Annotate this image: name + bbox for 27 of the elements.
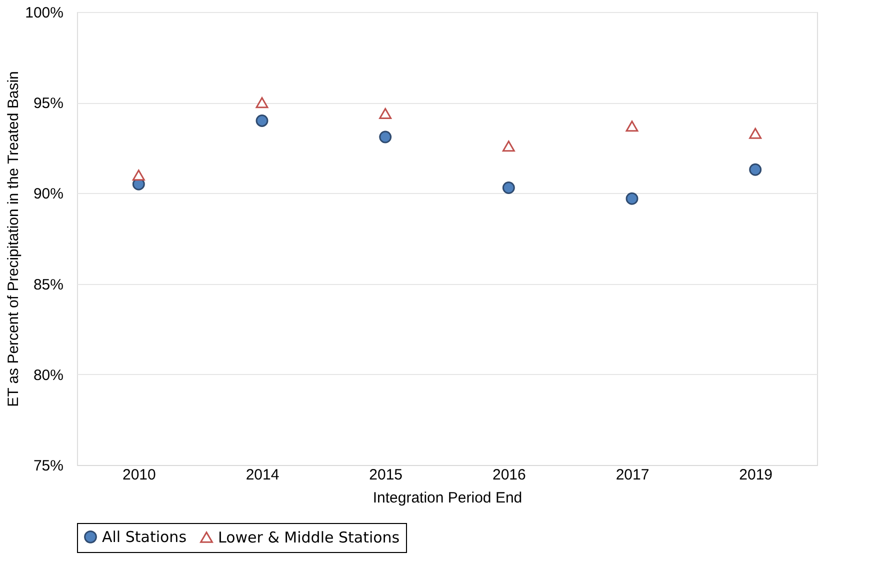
point bbox=[256, 97, 268, 108]
y-axis-title: ET as Percent of Precipitation in the Treated Basin bbox=[5, 71, 22, 407]
point bbox=[502, 182, 515, 194]
y-tick-label: 85% bbox=[33, 276, 64, 294]
legend-label: Lower & Middle Stations bbox=[218, 528, 400, 546]
x-tick-label: 2014 bbox=[246, 466, 280, 484]
x-tick-label: 2019 bbox=[739, 466, 773, 484]
x-axis-title: Integration Period End bbox=[372, 490, 522, 506]
point bbox=[256, 114, 268, 127]
point bbox=[626, 192, 638, 205]
y-tick-label: 100% bbox=[25, 4, 64, 22]
x-tick-label: 2017 bbox=[616, 466, 650, 484]
point bbox=[502, 140, 515, 152]
y-tick-label: 95% bbox=[33, 95, 64, 112]
point bbox=[749, 128, 762, 139]
x-tick-label: 2016 bbox=[492, 466, 526, 484]
y-tick-label: 75% bbox=[33, 458, 64, 474]
legend-label: All Stations bbox=[102, 528, 187, 546]
point bbox=[379, 108, 392, 119]
x-tick-label: 2010 bbox=[122, 466, 156, 484]
point bbox=[626, 120, 638, 132]
y-tick-label: 90% bbox=[33, 186, 64, 203]
y-tick-label: 80% bbox=[33, 366, 64, 384]
x-tick-label: 2015 bbox=[369, 466, 403, 484]
point bbox=[749, 163, 762, 176]
point bbox=[379, 130, 392, 144]
point bbox=[132, 170, 145, 181]
